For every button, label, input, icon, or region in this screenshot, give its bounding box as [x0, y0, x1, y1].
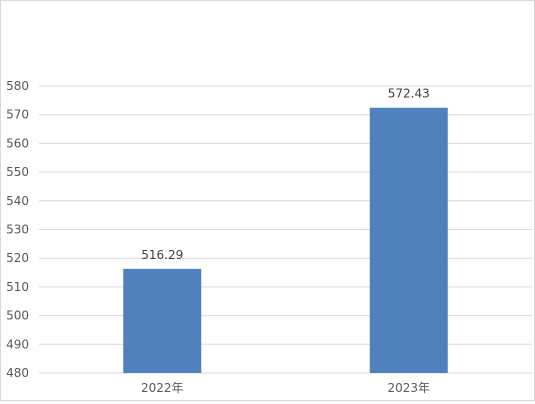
x-tick-label: 2023年 — [387, 381, 430, 395]
gridlines — [39, 85, 532, 374]
data-labels: 516.29 572.43 — [141, 87, 430, 262]
y-tick-label: 540 — [6, 194, 29, 208]
y-tick-label: 560 — [6, 136, 29, 150]
y-tick-label: 520 — [6, 251, 29, 265]
y-tick-label: 480 — [6, 366, 29, 380]
y-tick-label: 580 — [6, 79, 29, 93]
x-tick-label: 2022年 — [141, 381, 184, 395]
y-tick-label: 490 — [6, 337, 29, 351]
y-tick-label: 550 — [6, 165, 29, 179]
y-tick-label: 530 — [6, 223, 29, 237]
x-axis-ticks: 2022年 2023年 — [141, 381, 430, 395]
data-label: 572.43 — [388, 87, 430, 101]
bar — [123, 268, 202, 373]
y-tick-label: 570 — [6, 108, 29, 122]
bar-series — [123, 107, 448, 374]
data-label: 516.29 — [141, 248, 183, 262]
bar — [369, 107, 448, 374]
y-tick-label: 500 — [6, 309, 29, 323]
y-axis-ticks: 480 490 500 510 520 530 540 550 560 570 580 — [6, 79, 29, 380]
y-tick-label: 510 — [6, 280, 29, 294]
